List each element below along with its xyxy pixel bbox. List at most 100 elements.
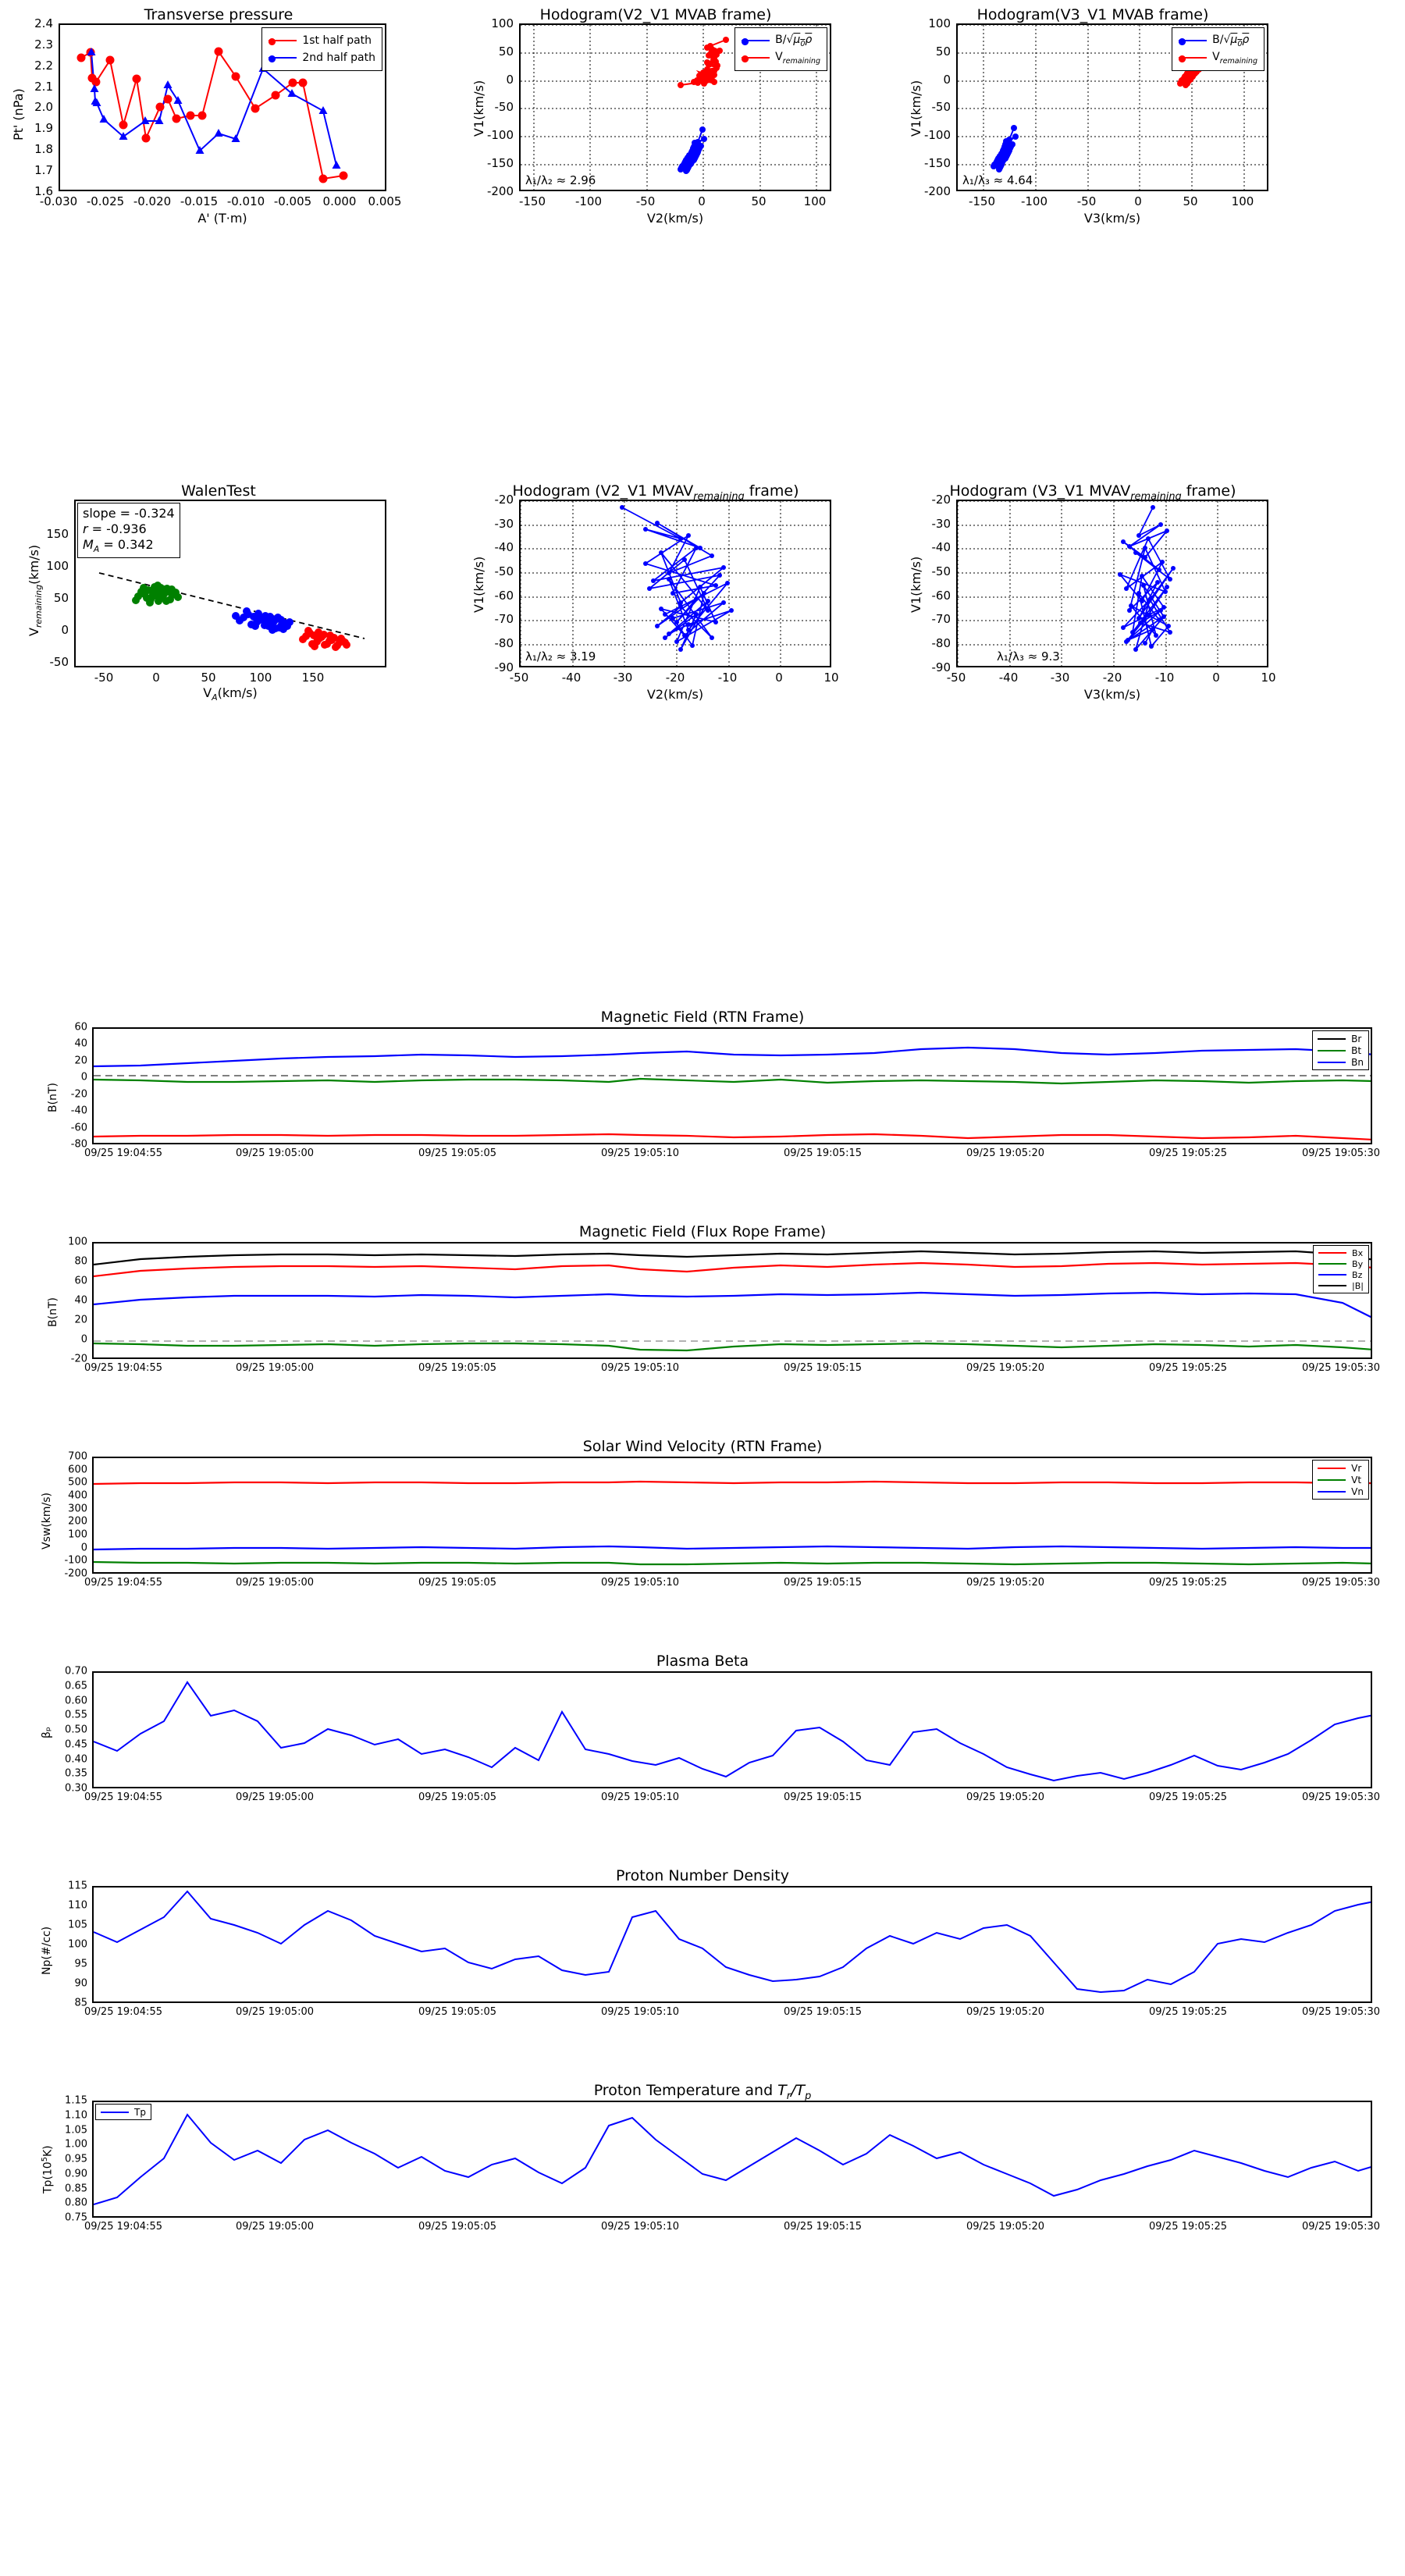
- x-tick: 0.000: [322, 194, 357, 208]
- plot-area: slope = -0.324 r = -0.936 MA = 0.342: [74, 500, 386, 667]
- y-tick: 105: [68, 1919, 87, 1931]
- x-tick: 09/25 19:05:15: [784, 1147, 862, 1159]
- y-tick: 50: [935, 44, 951, 59]
- series-trace: [1118, 505, 1176, 652]
- series-b-normalized: [991, 125, 1019, 173]
- y-tick: 0.60: [65, 1695, 87, 1707]
- y-tick: 0: [80, 1071, 87, 1083]
- y-tick: 200: [68, 1515, 87, 1528]
- y-tick: 0.45: [65, 1738, 87, 1751]
- legend-marker-tp: [101, 2111, 129, 2113]
- panel-title: Hodogram (V3_V1 MVAVremaining frame): [949, 482, 1236, 503]
- x-tick: -0.005: [273, 194, 312, 208]
- y-tick: -60: [931, 589, 951, 603]
- x-tick: 100: [249, 671, 272, 685]
- x-tick: -50: [1076, 194, 1097, 208]
- y-tick: -90: [931, 660, 951, 674]
- x-tick: 09/25 19:04:55: [84, 2006, 162, 2018]
- y-axis-label: V1(km/s): [471, 80, 486, 137]
- proton-temperature-svg: [94, 2113, 1371, 2205]
- panel-magnetic-field-flux-rope: Magnetic Field (Flux Rope Frame) Bx By: [0, 1222, 1405, 1401]
- x-tick: -150: [968, 194, 996, 208]
- y-tick: -40: [931, 540, 951, 554]
- y-tick: -60: [70, 1122, 87, 1134]
- y-tick: 1.6: [34, 184, 53, 198]
- y-tick: -80: [70, 1138, 87, 1151]
- y-tick: 2.3: [34, 37, 53, 52]
- legend-item: Vremaining: [742, 49, 820, 66]
- x-tick: 50: [751, 194, 767, 208]
- stat-slope: slope = -0.324: [83, 506, 175, 521]
- series-vt: [94, 1560, 1371, 1566]
- grid-lines: [958, 501, 1267, 666]
- x-tick: 09/25 19:05:05: [418, 2006, 496, 2018]
- x-tick: -10: [1154, 671, 1175, 685]
- x-tick: -100: [574, 194, 603, 208]
- x-tick: 09/25 19:05:15: [784, 2221, 862, 2233]
- y-tick: 115: [68, 1880, 87, 1892]
- y-tick: 500: [68, 1476, 87, 1489]
- legend-marker-bt: [1318, 1049, 1346, 1051]
- x-tick: 09/25 19:04:55: [84, 1147, 162, 1159]
- legend-marker-babs: [1318, 1285, 1347, 1286]
- series-bt: [94, 1077, 1371, 1085]
- x-tick: 09/25 19:05:25: [1149, 1791, 1227, 1803]
- y-axis-label: Vsw(km/s): [41, 1492, 53, 1550]
- x-tick: 09/25 19:05:30: [1302, 1577, 1380, 1589]
- x-tick: 0.005: [368, 194, 402, 208]
- x-tick: 09/25 19:05:25: [1149, 1577, 1227, 1589]
- x-tick: -40: [998, 671, 1019, 685]
- x-tick: 09/25 19:05:20: [966, 2006, 1044, 2018]
- y-tick: 150: [46, 527, 69, 541]
- series-tp: [94, 2113, 1371, 2205]
- y-tick: -30: [494, 517, 514, 531]
- x-tick: 09/25 19:05:15: [784, 1791, 862, 1803]
- legend-label: Vremaining: [775, 50, 820, 66]
- y-tick: -40: [70, 1105, 87, 1117]
- x-tick: 150: [301, 671, 325, 685]
- legend-item: Tp: [101, 2106, 146, 2118]
- panel-plasma-beta: Plasma Beta 0.70 0.65 0.60 0.55 0.50 0.4…: [0, 1651, 1405, 1831]
- y-tick: -50: [494, 564, 514, 578]
- legend-item: Bt: [1318, 1044, 1364, 1056]
- x-tick: 100: [803, 194, 827, 208]
- legend: B/√μ0ρ Vremaining: [1172, 27, 1264, 71]
- panel-solar-wind-velocity: Solar Wind Velocity (RTN Frame) Vr Vt V: [0, 1436, 1405, 1616]
- y-tick: -200: [923, 184, 951, 198]
- y-tick: 50: [53, 591, 69, 605]
- legend-marker-triangle: [269, 55, 297, 62]
- x-tick: 09/25 19:05:10: [601, 1147, 679, 1159]
- x-tick: -0.015: [180, 194, 219, 208]
- series-np: [94, 1890, 1371, 1994]
- legend-label: Bn: [1351, 1056, 1364, 1068]
- legend-marker-bx: [1318, 1252, 1347, 1254]
- y-tick: -150: [486, 156, 514, 170]
- x-tick: 09/25 19:05:10: [601, 2221, 679, 2233]
- legend-marker-bz: [1318, 1274, 1347, 1276]
- legend-marker-vr: [1318, 1467, 1346, 1469]
- legend-label: B/√μ0ρ: [775, 33, 813, 48]
- legend-item: 1st half path: [269, 32, 375, 49]
- x-tick: 09/25 19:04:55: [84, 2221, 162, 2233]
- series-v-remaining: [678, 37, 729, 88]
- legend-item: B/√μ0ρ: [1179, 32, 1257, 49]
- x-tick: 0: [1134, 194, 1142, 208]
- plot-area: 1st half path 2nd half path: [59, 23, 386, 191]
- legend-label: 2nd half path: [302, 52, 375, 64]
- plot-area: λ₁/λ₂ ≈ 3.19: [519, 500, 831, 667]
- plot-area: B/√μ0ρ Vremaining λ₁/λ₂ ≈ 2.96: [519, 23, 831, 191]
- y-tick: 0.90: [65, 2168, 87, 2180]
- x-tick: 09/25 19:05:00: [236, 1147, 314, 1159]
- y-tick: 1.10: [65, 2109, 87, 2122]
- plasma-beta-svg: [94, 1681, 1371, 1782]
- x-tick: 09/25 19:05:10: [601, 1791, 679, 1803]
- y-tick: 0.75: [65, 2211, 87, 2224]
- legend-item: Bz: [1318, 1269, 1364, 1280]
- series-bx: [94, 1261, 1371, 1278]
- x-axis-label: A' (T·m): [197, 211, 247, 226]
- y-tick: -200: [64, 1567, 87, 1580]
- plot-area: Vr Vt Vn: [92, 1457, 1372, 1574]
- y-tick: 0.95: [65, 2153, 87, 2165]
- x-tick: 09/25 19:04:55: [84, 1791, 162, 1803]
- x-tick: 10: [1261, 671, 1276, 685]
